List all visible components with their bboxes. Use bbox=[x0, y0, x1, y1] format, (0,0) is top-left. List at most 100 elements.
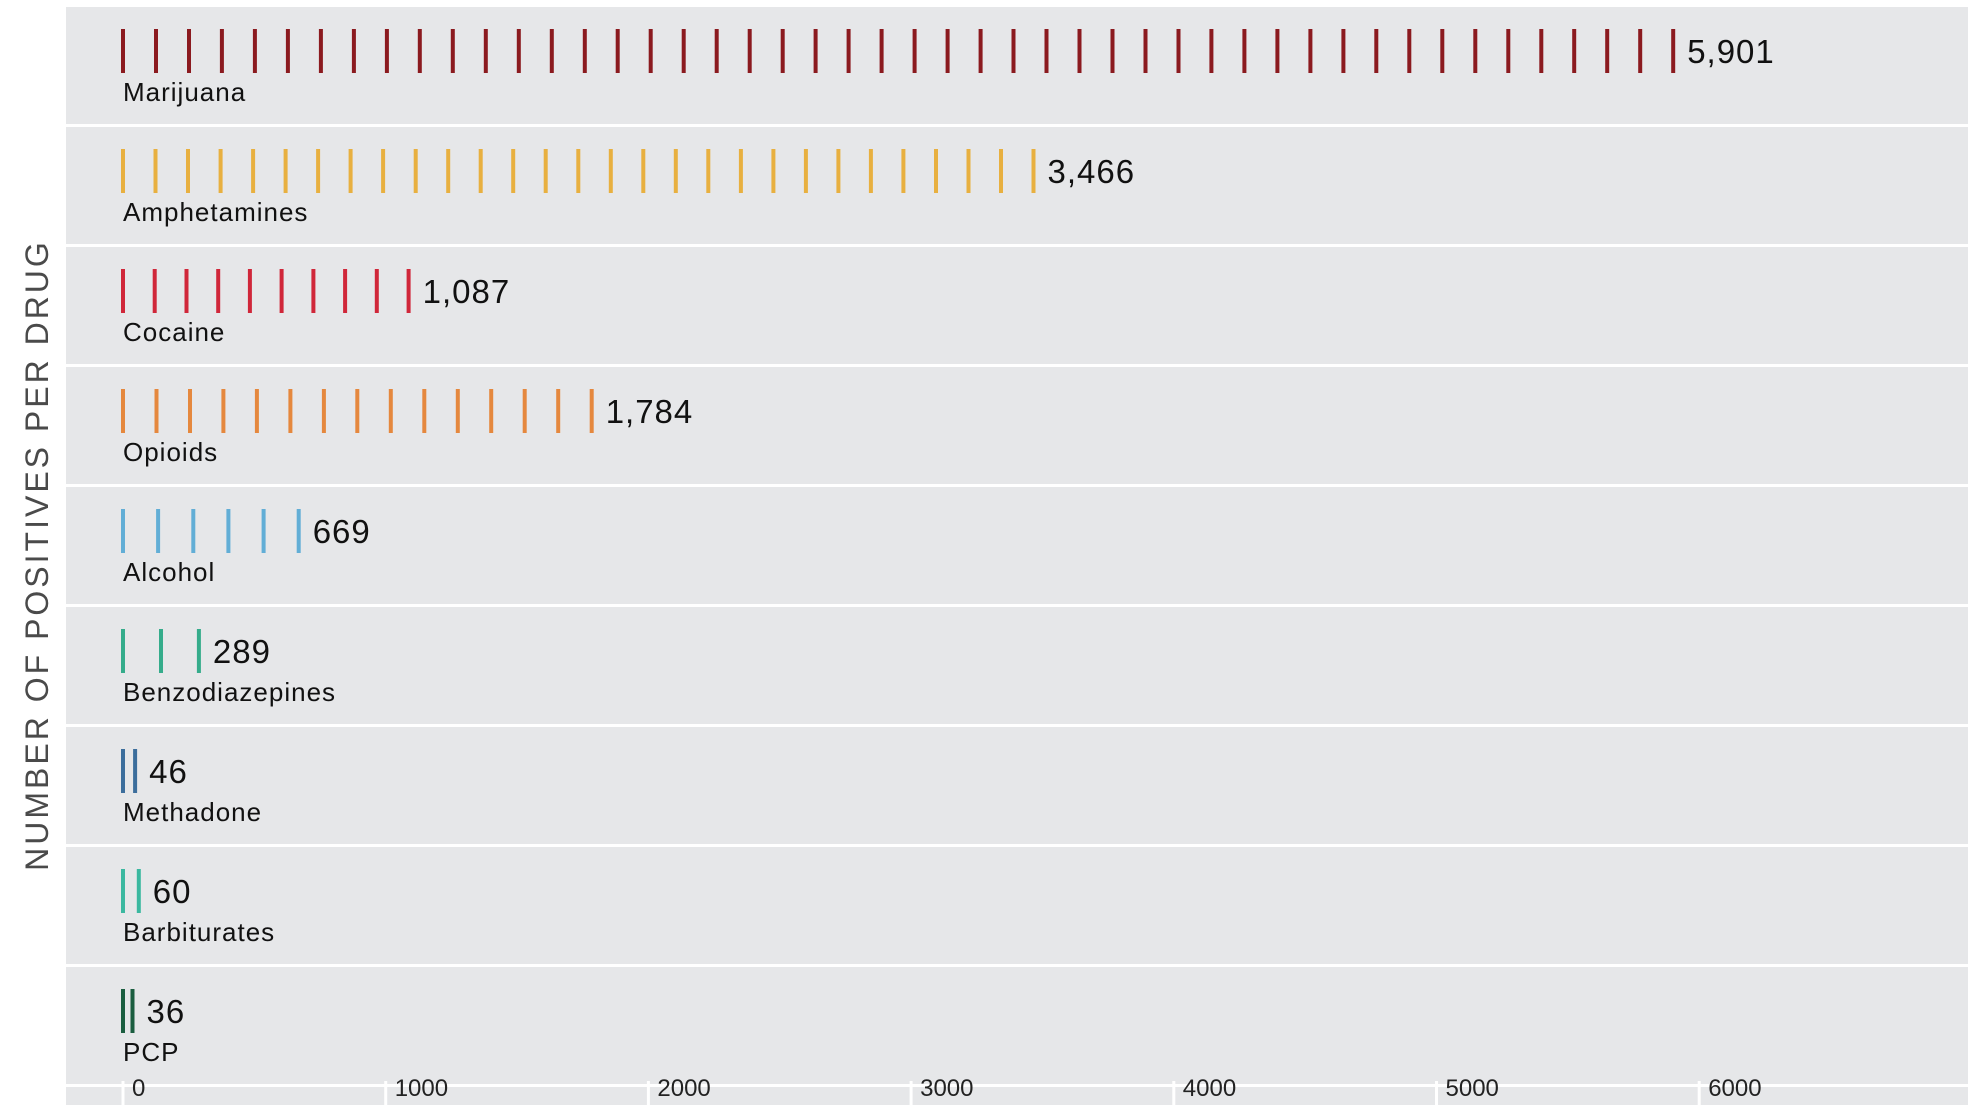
category-label: Marijuana bbox=[123, 77, 246, 107]
bar-row: 36 PCP bbox=[66, 967, 1968, 1084]
bar-tick bbox=[1374, 29, 1379, 73]
bar-tick bbox=[489, 389, 494, 433]
x-tick-label: 6000 bbox=[1708, 1075, 1761, 1102]
y-axis-label: NUMBER OF POSITIVES PER DRUG bbox=[19, 239, 55, 871]
bar-tick bbox=[1209, 29, 1214, 73]
category-label: PCP bbox=[123, 1037, 179, 1067]
bar-tick bbox=[226, 509, 231, 553]
bar-tick bbox=[316, 149, 321, 193]
bar-row: 1,087 Cocaine bbox=[66, 247, 1968, 364]
bar-row: 46 Methadone bbox=[66, 727, 1968, 844]
bar-tick bbox=[159, 629, 163, 673]
x-tick bbox=[1697, 1081, 1701, 1105]
bar-tick bbox=[351, 29, 356, 73]
x-tick-label: 0 bbox=[132, 1075, 145, 1102]
bar-tick bbox=[1506, 29, 1511, 73]
bar bbox=[121, 29, 1676, 73]
row-background bbox=[66, 847, 1968, 964]
bar-tick bbox=[446, 149, 451, 193]
category-label: Cocaine bbox=[123, 317, 225, 347]
row-background bbox=[66, 727, 1968, 844]
bar-tick bbox=[516, 29, 521, 73]
bar-tick bbox=[1605, 29, 1610, 73]
bar-tick bbox=[285, 29, 290, 73]
bar-tick bbox=[152, 269, 157, 313]
bar-tick bbox=[738, 149, 743, 193]
bar-tick bbox=[156, 509, 161, 553]
bar-tick bbox=[813, 29, 818, 73]
bar-tick bbox=[714, 29, 719, 73]
bar-tick bbox=[912, 29, 917, 73]
bar bbox=[121, 389, 594, 433]
x-tick bbox=[1172, 1081, 1176, 1105]
bar-tick bbox=[154, 29, 158, 73]
bar bbox=[121, 149, 1036, 193]
bar-tick bbox=[130, 989, 135, 1033]
bar-tick bbox=[121, 509, 125, 553]
bar-tick bbox=[283, 149, 288, 193]
bar-tick bbox=[836, 149, 841, 193]
category-label: Alcohol bbox=[123, 557, 215, 587]
bar-tick bbox=[1638, 29, 1643, 73]
bar-tick bbox=[978, 29, 983, 73]
x-tick-label: 4000 bbox=[1183, 1075, 1236, 1102]
bar-tick bbox=[219, 29, 224, 73]
bar-tick bbox=[1539, 29, 1544, 73]
bar-tick bbox=[589, 389, 594, 433]
value-label: 5,901 bbox=[1687, 33, 1775, 70]
bar-tick bbox=[450, 29, 455, 73]
value-label: 1,784 bbox=[606, 393, 694, 430]
x-tick-label: 3000 bbox=[920, 1075, 973, 1102]
bar bbox=[121, 509, 301, 553]
x-tick bbox=[1435, 1081, 1438, 1105]
bar-tick bbox=[296, 509, 301, 553]
bar-tick bbox=[543, 149, 548, 193]
bar-row: 289 Benzodiazepines bbox=[66, 607, 1968, 724]
bar-tick bbox=[1473, 29, 1478, 73]
bar-tick bbox=[254, 389, 259, 433]
x-tick bbox=[121, 1081, 125, 1105]
x-tick-label: 2000 bbox=[657, 1075, 710, 1102]
bar-tick bbox=[191, 509, 196, 553]
x-axis: 0 1000 2000 3000 4000 5000 6000 bbox=[66, 1075, 1968, 1105]
bar-tick bbox=[216, 269, 221, 313]
bar-tick bbox=[318, 29, 323, 73]
bar-tick bbox=[121, 389, 125, 433]
bar-tick bbox=[288, 389, 293, 433]
bar-tick bbox=[1407, 29, 1412, 73]
bar-tick bbox=[221, 389, 226, 433]
category-label: Methadone bbox=[123, 797, 262, 827]
bar-tick bbox=[846, 29, 851, 73]
bar-tick bbox=[648, 29, 653, 73]
bar-tick bbox=[522, 389, 527, 433]
x-tick-label: 1000 bbox=[395, 1075, 448, 1102]
bar-tick bbox=[247, 269, 252, 313]
bar-tick bbox=[780, 29, 785, 73]
x-tick bbox=[646, 1081, 650, 1105]
bar-tick bbox=[187, 29, 191, 73]
bar-tick bbox=[803, 149, 808, 193]
category-label: Barbiturates bbox=[123, 917, 275, 947]
chart-rows: 5,901 Marijuana 3,466 Amphetamines 1,087 Coca… bbox=[66, 7, 1968, 1084]
bar-row: 60 Barbiturates bbox=[66, 847, 1968, 964]
value-label: 36 bbox=[147, 993, 186, 1030]
bar-tick bbox=[153, 149, 158, 193]
bar-tick bbox=[945, 29, 950, 73]
value-label: 46 bbox=[149, 753, 188, 790]
row-background bbox=[66, 967, 1968, 1084]
bar bbox=[121, 629, 201, 673]
bar-tick bbox=[121, 749, 125, 793]
bar-tick bbox=[196, 629, 201, 673]
bar-tick bbox=[556, 389, 561, 433]
bar-tick bbox=[1242, 29, 1247, 73]
bar-tick bbox=[343, 269, 348, 313]
row-background bbox=[66, 367, 1968, 484]
bar-tick bbox=[388, 389, 393, 433]
bar-tick bbox=[771, 149, 776, 193]
bar-tick bbox=[251, 149, 256, 193]
bar-tick bbox=[348, 149, 353, 193]
bar-tick bbox=[384, 29, 389, 73]
row-background bbox=[66, 247, 1968, 364]
row-background bbox=[66, 7, 1968, 124]
